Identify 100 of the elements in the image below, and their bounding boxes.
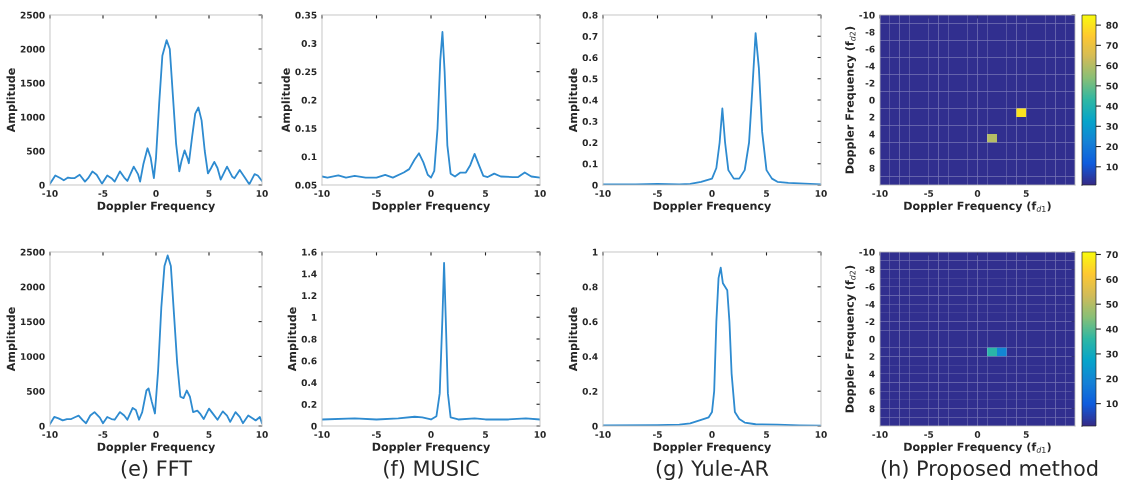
y-tick-label: 0.4 — [582, 96, 598, 104]
y-tick-label: 500 — [26, 387, 45, 395]
color-bar-label: 20 — [1106, 375, 1118, 383]
color-bar-label: 50 — [1106, 82, 1118, 90]
x-axis-title: Doppler Frequency — [653, 442, 772, 454]
y-axis-title: Amplitude — [6, 307, 18, 372]
color-bar-label: 50 — [1106, 300, 1118, 308]
y-tick-label: 4 — [869, 130, 875, 138]
x-tick-label: -5 — [371, 190, 381, 197]
x-tick-label: 5 — [1023, 190, 1029, 197]
y-tick-label: -2 — [865, 318, 875, 326]
y-axis-title: Doppler Frequency (f$_{d2}$) — [845, 265, 856, 413]
y-tick-label: 500 — [26, 147, 45, 155]
x-tick-label: 0 — [974, 431, 981, 438]
x-tick-label: 10 — [534, 190, 546, 197]
y-tick-label: -6 — [865, 283, 875, 291]
x-tick-label: -5 — [652, 431, 662, 438]
y-tick-label: 0.5 — [582, 75, 598, 83]
text: (f) MUSIC — [384, 459, 479, 479]
x-axis-title: Doppler Frequency — [653, 201, 772, 213]
y-tick-label: 2 — [869, 113, 875, 121]
x-tick-label: 0 — [709, 190, 715, 197]
x-tick-label: -5 — [98, 431, 108, 438]
y-tick-label: 0.1 — [301, 153, 317, 161]
x-tick-label: 10 — [256, 190, 268, 197]
x-axis-title: Doppler Frequency (f$_{d1}$) — [904, 201, 1051, 213]
x-tick-label: 5 — [206, 431, 212, 438]
y-tick-label: 0.2 — [301, 400, 317, 408]
color-bar-label: 70 — [1106, 251, 1118, 259]
color-bar-label: 20 — [1106, 143, 1118, 151]
y-tick-label: -8 — [865, 266, 875, 273]
y-tick-label: -4 — [865, 62, 875, 70]
y-tick-label: 1 — [592, 248, 598, 256]
x-tick-label: 10 — [534, 431, 546, 438]
y-tick-label: 0.8 — [582, 283, 598, 291]
x-tick-label: -5 — [98, 190, 108, 197]
color-bar-label: 10 — [1106, 163, 1118, 171]
y-tick-label: 1.6 — [302, 248, 317, 256]
color-bar-label: 30 — [1106, 123, 1118, 130]
y-tick-label: 1000 — [21, 353, 45, 360]
y-tick-label: 0.8 — [301, 335, 317, 343]
y-tick-label: 1500 — [21, 318, 45, 326]
y-tick-label: -10 — [859, 11, 875, 19]
line-series — [50, 254, 262, 425]
x-tick-label: 0 — [709, 431, 715, 438]
x-axis-title: Doppler Frequency — [97, 201, 216, 213]
x-tick-label: -5 — [924, 190, 934, 197]
y-tick-label: -8 — [865, 28, 875, 36]
x-tick-label: 0 — [153, 431, 159, 438]
y-tick-label: 0.1 — [582, 160, 598, 168]
y-tick-label: 0 — [592, 181, 598, 189]
color-bar-label: 60 — [1106, 276, 1118, 283]
y-axis-title: Doppler Frequency (f$_{d2}$) — [845, 26, 856, 174]
y-tick-label: 0 — [39, 422, 45, 430]
y-tick-label: 0.15 — [295, 125, 317, 132]
y-tick-label: 0.2 — [582, 139, 598, 147]
line-series — [322, 261, 540, 421]
line-series — [322, 31, 540, 179]
color-bar-label: 40 — [1106, 102, 1118, 110]
x-tick-label: -5 — [924, 431, 934, 438]
y-tick-label: 2500 — [20, 248, 45, 256]
y-tick-label: 0.3 — [301, 40, 317, 47]
y-tick-label: 0.4 — [301, 379, 317, 387]
y-tick-label: -6 — [865, 45, 875, 53]
y-tick-label: 0.2 — [301, 96, 317, 104]
x-tick-label: -5 — [652, 190, 662, 197]
y-tick-label: -4 — [865, 301, 875, 308]
y-tick-label: 1.2 — [302, 292, 317, 299]
color-bar-label: 30 — [1106, 350, 1118, 358]
y-tick-label: 0 — [869, 335, 875, 343]
x-tick-label: 5 — [764, 431, 770, 438]
y-tick-label: 1000 — [21, 113, 45, 121]
text: (h) Proposed method — [881, 459, 1098, 481]
y-tick-label: -10 — [859, 248, 875, 256]
y-tick-label: 0.2 — [582, 387, 598, 395]
y-tick-label: -2 — [865, 79, 875, 87]
x-axis-title: Doppler Frequency (f$_{d1}$) — [904, 442, 1051, 454]
y-tick-label: 2500 — [20, 11, 45, 19]
x-tick-label: 0 — [153, 190, 159, 197]
y-tick-label: 0.3 — [582, 117, 598, 125]
color-bar-label: 60 — [1106, 62, 1118, 70]
y-tick-label: 0.05 — [295, 181, 317, 189]
y-tick-label: 0 — [869, 96, 875, 104]
y-tick-label: 1 — [311, 314, 317, 321]
y-tick-label: 0.8 — [582, 11, 598, 19]
y-tick-label: 0.4 — [582, 353, 598, 360]
x-tick-label: 5 — [206, 190, 212, 197]
x-tick-label: 5 — [483, 190, 489, 197]
y-tick-label: 8 — [869, 164, 875, 172]
y-tick-label: 2000 — [20, 45, 45, 53]
y-tick-label: 6 — [869, 147, 875, 155]
y-axis-title: Amplitude — [568, 307, 580, 372]
y-axis-title: Amplitude — [287, 307, 299, 372]
y-tick-label: 0.6 — [582, 318, 598, 326]
y-tick-label: 0 — [39, 181, 45, 189]
x-tick-label: 0 — [428, 431, 434, 438]
y-tick-label: 2 — [869, 353, 875, 360]
y-tick-label: 0 — [592, 422, 598, 430]
x-tick-label: -5 — [371, 431, 381, 438]
color-bar-label: 80 — [1106, 21, 1118, 29]
